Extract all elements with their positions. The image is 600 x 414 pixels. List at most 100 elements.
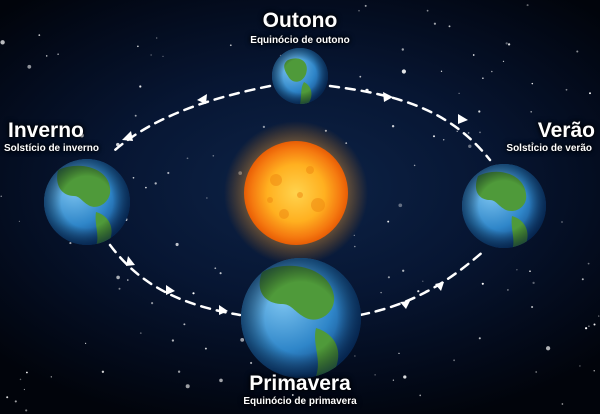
star bbox=[23, 388, 25, 391]
star bbox=[354, 245, 356, 248]
star bbox=[139, 85, 142, 88]
star bbox=[45, 55, 48, 57]
star bbox=[167, 171, 170, 175]
star bbox=[380, 291, 382, 294]
winter-subtitle: Solstício de inverno bbox=[4, 143, 100, 154]
star bbox=[581, 278, 584, 281]
star bbox=[186, 157, 189, 160]
star bbox=[118, 287, 121, 290]
star bbox=[291, 394, 294, 396]
star bbox=[69, 242, 72, 245]
star bbox=[398, 203, 403, 208]
star bbox=[219, 272, 222, 275]
star bbox=[481, 282, 484, 285]
star bbox=[589, 92, 591, 95]
star bbox=[579, 365, 581, 367]
star bbox=[391, 125, 395, 128]
star bbox=[398, 352, 400, 355]
star bbox=[14, 400, 17, 403]
star bbox=[426, 9, 429, 12]
star bbox=[467, 132, 470, 134]
star bbox=[57, 53, 59, 55]
star bbox=[185, 384, 190, 389]
star bbox=[374, 374, 376, 376]
star bbox=[6, 396, 9, 399]
star bbox=[531, 305, 534, 309]
star bbox=[505, 42, 508, 45]
summer-subtitle: Solstício de verão bbox=[506, 143, 592, 154]
star bbox=[553, 128, 557, 131]
star bbox=[561, 221, 563, 223]
star bbox=[175, 242, 179, 247]
star bbox=[392, 379, 395, 381]
star bbox=[192, 292, 195, 295]
star bbox=[116, 275, 120, 280]
star bbox=[252, 35, 254, 38]
star bbox=[507, 43, 511, 46]
star bbox=[422, 280, 424, 282]
star bbox=[50, 376, 52, 378]
star bbox=[0, 195, 2, 197]
spring-subtitle: Equinócio de primavera bbox=[243, 396, 357, 407]
star bbox=[137, 45, 139, 48]
star bbox=[364, 4, 367, 7]
star bbox=[25, 409, 28, 412]
star bbox=[38, 34, 41, 36]
star bbox=[472, 54, 475, 56]
star bbox=[240, 338, 245, 342]
star bbox=[229, 44, 232, 47]
star bbox=[531, 141, 534, 144]
star bbox=[516, 269, 518, 271]
star bbox=[145, 186, 147, 189]
star bbox=[458, 92, 460, 95]
star bbox=[532, 281, 535, 285]
star bbox=[264, 20, 269, 25]
earth-icon bbox=[44, 159, 130, 245]
star bbox=[162, 55, 164, 58]
star bbox=[19, 378, 22, 381]
star bbox=[456, 130, 458, 132]
star bbox=[417, 290, 420, 293]
star bbox=[324, 400, 327, 403]
autumn-title: Outono bbox=[262, 9, 338, 32]
star bbox=[565, 88, 568, 91]
star bbox=[593, 323, 596, 326]
summer-title: Verão bbox=[537, 119, 595, 142]
star bbox=[479, 131, 481, 134]
star bbox=[359, 75, 362, 78]
star bbox=[139, 332, 142, 334]
star bbox=[442, 139, 445, 141]
star bbox=[214, 267, 217, 270]
star bbox=[530, 110, 533, 113]
star bbox=[262, 125, 266, 129]
star bbox=[576, 50, 579, 53]
star bbox=[413, 164, 416, 167]
sun-icon bbox=[224, 121, 368, 265]
star bbox=[212, 155, 215, 157]
star bbox=[478, 337, 481, 340]
star bbox=[387, 220, 390, 223]
winter-title: Inverno bbox=[8, 119, 84, 142]
star bbox=[219, 378, 223, 383]
star bbox=[204, 347, 207, 350]
star bbox=[14, 131, 17, 134]
star bbox=[506, 288, 509, 291]
star bbox=[598, 315, 600, 317]
star bbox=[433, 22, 437, 25]
star bbox=[593, 370, 595, 372]
star bbox=[85, 342, 87, 344]
star bbox=[561, 403, 564, 405]
star bbox=[387, 276, 390, 279]
star bbox=[18, 220, 21, 223]
star bbox=[151, 302, 154, 305]
star bbox=[535, 371, 538, 373]
star bbox=[79, 133, 84, 138]
star bbox=[354, 355, 356, 357]
star bbox=[132, 176, 135, 179]
star bbox=[448, 25, 451, 28]
star bbox=[206, 197, 208, 199]
star bbox=[154, 182, 157, 185]
star bbox=[482, 77, 484, 80]
star bbox=[587, 262, 590, 265]
